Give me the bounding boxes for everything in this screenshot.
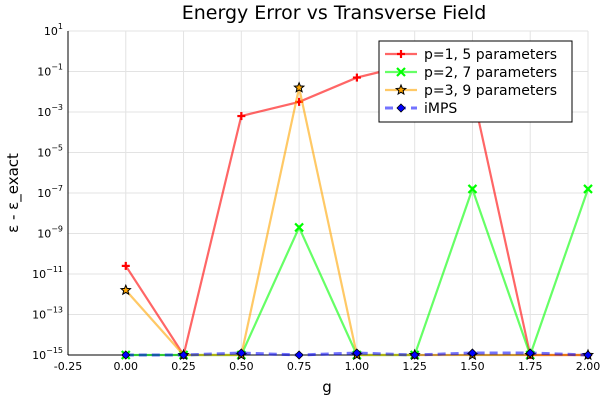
legend: p=1, 5 parameters p=2, 7 parameters p=3, 9…: [378, 40, 573, 123]
data-point: [119, 283, 132, 296]
marker-star: [293, 81, 306, 93]
y-tick-exponent: −11: [46, 265, 63, 274]
data-point: [121, 261, 130, 270]
y-tick-base: 10: [37, 66, 51, 79]
x-tick-label: 0.50: [229, 360, 254, 373]
x-tick-label: 1.75: [518, 360, 543, 373]
y-tick-label: 10−11: [32, 265, 63, 281]
x-tick-label: 1.50: [460, 360, 485, 373]
marker-diamond: [583, 350, 593, 360]
x-tick-label: 0.25: [171, 360, 196, 373]
data-point: [293, 81, 306, 93]
y-tick-exponent: −13: [46, 306, 63, 315]
marker-diamond: [396, 103, 406, 113]
y-tick-exponent: −3: [51, 103, 63, 112]
marker-x-b: [467, 184, 478, 194]
marker-x-b: [396, 67, 406, 77]
data-point: [525, 348, 535, 358]
x-tick-label: 1.25: [402, 360, 427, 373]
marker-diamond: [352, 348, 362, 358]
y-tick-base: 10: [44, 25, 58, 38]
series-layer: [119, 59, 595, 361]
y-tick-base: 10: [37, 147, 51, 160]
x-tick-label: 2.00: [576, 360, 600, 373]
legend-label: iMPS: [424, 101, 457, 117]
legend-label: p=1, 5 parameters: [424, 47, 557, 63]
y-axis-label: ε - ε_exact: [4, 153, 23, 233]
legend-label: p=3, 9 parameters: [424, 83, 557, 99]
legend-label: p=2, 7 parameters: [424, 65, 557, 81]
data-point: [294, 350, 304, 360]
data-point: [394, 83, 408, 96]
y-tick-label: 10−7: [37, 184, 63, 200]
y-tick-label: 10−1: [37, 63, 63, 79]
data-point: [352, 348, 362, 358]
y-tick-base: 10: [37, 106, 51, 119]
y-tick-exponent: −5: [51, 144, 63, 153]
y-tick-exponent: 1: [58, 22, 63, 31]
marker-diamond: [410, 350, 420, 360]
y-tick-exponent: −9: [51, 225, 63, 234]
data-point: [467, 348, 478, 358]
data-point: [410, 350, 420, 360]
y-tick-label: 10−5: [37, 144, 63, 160]
x-axis-label: g: [322, 378, 332, 396]
data-point: [237, 112, 246, 121]
x-tick-label: -0.25: [54, 360, 82, 373]
y-tick-base: 10: [32, 349, 46, 362]
data-point: [352, 73, 361, 82]
data-point: [178, 350, 189, 360]
y-tick-label: 10−13: [32, 306, 63, 322]
marker-diamond: [236, 348, 246, 358]
marker-x-b: [294, 222, 304, 233]
series-4: [121, 348, 593, 360]
y-tick-label: 10−3: [37, 103, 63, 119]
y-tick-base: 10: [37, 228, 51, 241]
y-tick-base: 10: [37, 187, 51, 200]
y-tick-base: 10: [32, 268, 46, 281]
marker-star: [119, 283, 132, 296]
data-point: [121, 350, 131, 360]
data-point: [236, 348, 246, 358]
y-tick-exponent: −7: [51, 184, 63, 193]
x-tick-label: 0.75: [287, 360, 312, 373]
marker-diamond: [467, 348, 478, 358]
y-tick-label: 10−9: [37, 225, 63, 241]
data-point: [467, 184, 478, 194]
data-point: [294, 222, 304, 233]
chart-title: Energy Error vs Transverse Field: [182, 2, 487, 24]
marker-diamond: [525, 348, 535, 358]
y-tick-label: 10−15: [32, 346, 63, 362]
marker-star: [394, 83, 408, 96]
marker-diamond: [178, 350, 189, 360]
y-tick-label: 101: [44, 22, 63, 38]
marker-diamond: [294, 350, 304, 360]
data-point: [583, 350, 593, 360]
data-point: [583, 184, 593, 194]
x-tick-label: 0.00: [114, 360, 139, 373]
marker-x-b: [583, 184, 593, 194]
y-tick-exponent: −1: [51, 63, 63, 72]
y-tick-base: 10: [32, 309, 46, 322]
y-tick-exponent: −15: [46, 346, 63, 355]
data-point: [397, 50, 405, 58]
data-point: [396, 103, 406, 113]
marker-diamond: [121, 350, 131, 360]
x-tick-label: 1.00: [345, 360, 370, 373]
ticks-layer: -0.25 0.00 0.25 0.50 0.75 1.00 1.25 1.50 1.75 2.0…: [32, 22, 600, 373]
data-point: [396, 67, 406, 77]
